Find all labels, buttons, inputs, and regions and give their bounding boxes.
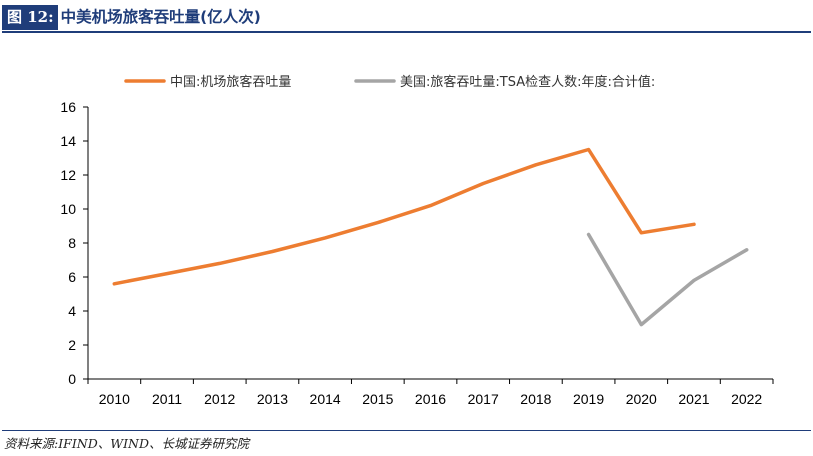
y-tick-label: 14 bbox=[60, 133, 76, 149]
source-note: 资料来源:IFIND、WIND、长城证券研究院 bbox=[4, 436, 249, 451]
series-line-china bbox=[112, 147, 696, 286]
x-tick-label: 2017 bbox=[468, 391, 499, 407]
title-divider bbox=[2, 31, 811, 33]
legend-label-china: 中国:机场旅客吞吐量 bbox=[170, 74, 291, 90]
figure-number: 图 12: bbox=[2, 5, 58, 30]
x-tick-label: 2018 bbox=[520, 391, 551, 407]
y-tick-label: 16 bbox=[60, 99, 76, 115]
y-axis: 0 2 4 6 8 10 12 14 16 bbox=[60, 99, 89, 387]
x-tick-label: 2015 bbox=[362, 391, 393, 407]
x-tick-label: 2021 bbox=[678, 391, 709, 407]
y-tick-label: 12 bbox=[60, 167, 76, 183]
y-tick-label: 6 bbox=[68, 269, 76, 285]
legend-label-us: 美国:旅客吞吐量:TSA检查人数:年度:合计值: bbox=[400, 74, 655, 90]
series-layer bbox=[112, 147, 749, 327]
footer-divider bbox=[2, 430, 811, 431]
x-tick-label: 2010 bbox=[99, 391, 130, 407]
x-tick-label: 2012 bbox=[204, 391, 235, 407]
x-tick-label: 2020 bbox=[626, 391, 657, 407]
x-tick-label: 2019 bbox=[573, 391, 604, 407]
x-tick-label: 2016 bbox=[415, 391, 446, 407]
y-tick-label: 4 bbox=[68, 303, 76, 319]
x-tick-label: 2014 bbox=[310, 391, 341, 407]
y-tick-label: 0 bbox=[68, 371, 76, 387]
x-tick-label: 2022 bbox=[731, 391, 762, 407]
figure-title-bar: 图 12: 中美机场旅客吞吐量(亿人次) bbox=[2, 4, 261, 31]
x-tick-label: 2013 bbox=[257, 391, 288, 407]
series-line-us bbox=[586, 232, 749, 327]
legend: 中国:机场旅客吞吐量 美国:旅客吞吐量:TSA检查人数:年度:合计值: bbox=[124, 74, 655, 90]
y-tick-label: 8 bbox=[68, 235, 76, 251]
chart: 中国:机场旅客吞吐量 美国:旅客吞吐量:TSA检查人数:年度:合计值: 0 2 4 6 8… bbox=[60, 74, 774, 407]
y-tick-label: 2 bbox=[68, 337, 76, 353]
y-tick-label: 10 bbox=[60, 201, 76, 217]
x-axis: 2010 2011 2012 2013 2014 2015 2016 2017 2018 2019… bbox=[87, 378, 774, 407]
figure-title: 中美机场旅客吞吐量(亿人次) bbox=[60, 8, 261, 26]
x-tick-label: 2011 bbox=[152, 391, 182, 407]
